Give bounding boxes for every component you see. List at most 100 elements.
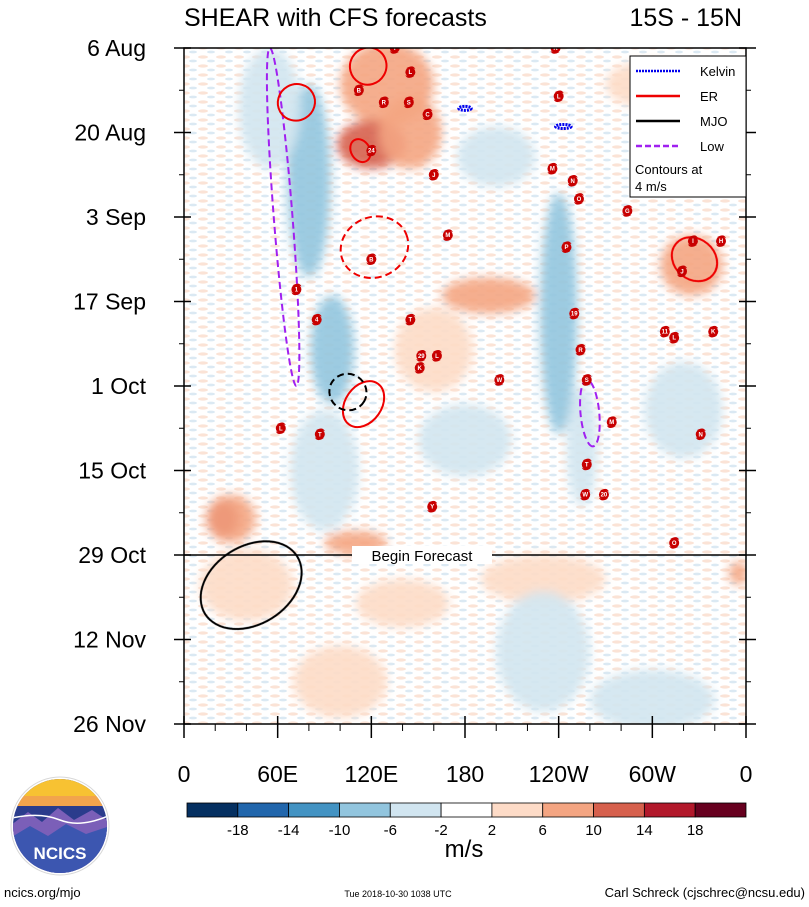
storm-marker-3: B [353,84,364,97]
colorbar-label: -2 [434,822,447,839]
storm-icon [405,67,416,78]
storm-label: M [609,420,614,426]
logo-art [13,779,107,873]
shear-patch-24 [644,361,723,459]
storm-icon [598,489,609,500]
storm-icon [442,230,453,241]
storm-icon [567,175,578,186]
y-tick-label: 15 Oct [78,458,146,484]
legend-note-line2: 4 m/s [635,179,667,194]
contour-er-3 [276,83,316,122]
storm-label: T [318,432,322,438]
storm-marker-29: L [431,350,442,362]
storm-label: G [625,209,630,215]
storm-label: 20 [601,493,608,499]
storm-marker-41: O [669,537,680,549]
shear-patch-2 [199,548,294,622]
storm-icon [311,314,322,325]
legend-label-low: Low [700,139,724,154]
storm-icon [547,163,558,174]
storm-icon [431,350,442,361]
storm-marker-22: T [405,313,416,326]
colorbar-swatch-0 [186,802,239,818]
storm-label: I [692,239,694,245]
contour-er-6 [341,380,386,429]
storm-label: L [279,426,283,432]
legend-label-mjo: MJO [700,114,727,129]
legend-label-er: ER [700,89,718,104]
storm-icon [676,266,687,277]
shear-patch-10 [441,277,536,314]
storm-label: 11 [662,330,669,336]
storm-marker-7: L [553,90,564,103]
storm-marker-14: M [442,229,453,241]
chart-region: 15S - 15N [629,4,742,32]
storm-marker-6: C [422,108,433,121]
y-tick-label: 1 Oct [91,373,147,399]
storm-marker-11: N [567,175,578,187]
storm-marker-19: J [676,265,687,278]
storm-marker-37: T [581,458,592,471]
shear-patch-20 [496,591,590,712]
colorbar-label: 10 [585,822,602,839]
storm-label: Y [393,46,397,52]
storm-label: R [382,100,387,106]
legend-note-line1: Contours at [635,162,703,177]
storm-label: L [435,354,439,360]
storm-marker-18: H [716,235,727,247]
shear-patch-14 [566,386,598,507]
storm-icon [669,332,680,343]
storm-marker-8: 24 [366,144,377,157]
contour-er-4 [349,138,372,164]
storm-label: K [711,330,716,336]
x-tick-label: 60W [629,761,677,787]
storm-label: O [577,197,582,203]
storm-label: N [699,432,703,438]
colorbar-swatch-5 [440,802,493,818]
storm-marker-40: Y [427,500,438,513]
storm-label: T [409,318,413,324]
contour-mjo-9 [199,540,303,631]
colorbar-swatch-1 [237,802,290,818]
y-tick-label: 12 Nov [73,627,146,653]
legend-items: Kelvin ER MJO Low [636,64,735,154]
colorbar-label: 14 [636,822,653,839]
colorbar-swatch-2 [288,802,340,818]
storm-icon [659,326,670,337]
x-tick-label: 180 [446,761,484,787]
storm-label: J [680,269,683,275]
contour-kelvin-11 [554,122,573,130]
ncics-logo: NCICS [10,776,110,876]
storm-icon [569,308,580,319]
storm-marker-25: L [669,331,680,344]
storm-label: S [407,100,411,106]
storm-icon [494,374,505,385]
storm-icon [708,326,719,337]
colorbar-label: 2 [488,822,496,839]
y-tick-label: 26 Nov [73,711,146,737]
colorbar-unit: m/s [445,836,484,863]
storm-marker-36: N [695,428,706,441]
storm-icon [622,205,633,216]
contour-er-2 [339,215,410,279]
storm-icon [606,417,617,428]
shear-patch-5 [310,295,355,405]
colorbar-label: -14 [278,822,300,839]
storm-icon [314,429,325,440]
storm-marker-9: J [428,168,439,181]
storm-marker-31: W [494,374,505,386]
storm-label: W [497,378,503,384]
storm-label: T [585,462,589,468]
storm-label: B [369,257,374,263]
storm-icon [695,429,706,440]
legend-label-kelvin: Kelvin [700,64,735,79]
shear-patch-21 [293,645,387,718]
y-tick-label: 17 Sep [73,289,146,315]
storm-marker-28: 29 [416,350,427,362]
storm-marker-26: K [708,325,719,338]
storm-icon [403,97,414,108]
x-axis: 0 60E 120E 180 120W 60W 0 [178,716,752,787]
y-axis: 6 Aug 20 Aug 3 Sep 17 Sep 1 Oct 15 Oct 29 Oct 1… [73,35,756,737]
footer-author: Carl Schreck (cjschrec@ncsu.edu) [605,885,805,900]
storm-label: H [719,239,723,245]
